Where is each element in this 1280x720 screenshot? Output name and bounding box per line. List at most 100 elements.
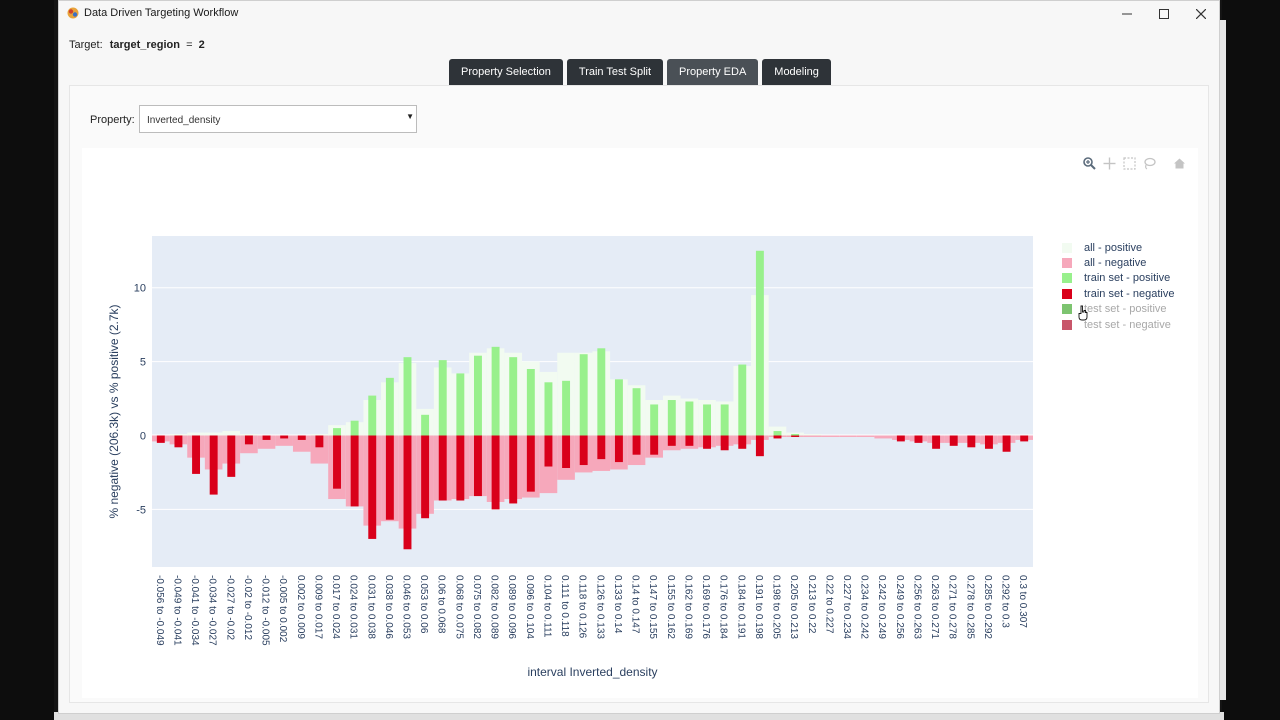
legend-item-train-positive[interactable]: train set - positive <box>1062 271 1175 286</box>
zoom-icon <box>1082 156 1096 170</box>
zoom-button[interactable] <box>1082 156 1096 170</box>
bar-train-set-negative <box>949 435 958 446</box>
x-tick-label: -0.049 to -0.041 <box>171 575 182 646</box>
x-tick-label: 0.096 to 0.104 <box>524 575 535 639</box>
x-tick-label: -0.056 to -0.049 <box>154 575 165 646</box>
bar-train-set-positive <box>632 388 641 436</box>
target-name: target_region <box>109 39 180 51</box>
bar-train-set-negative <box>773 435 782 439</box>
legend-label: test set - negative <box>1084 318 1171 331</box>
bar-train-set-negative <box>262 435 271 440</box>
bar-all-negative <box>856 435 875 437</box>
bar-train-set-positive <box>385 377 394 436</box>
chart-container: -5 0 5 10 -0.056 to -0.049 -0.049 to -0.041 -0… <box>82 148 1198 698</box>
bar-train-set-positive <box>773 431 782 436</box>
bar-train-set-negative <box>1020 435 1029 442</box>
legend-item-all-negative[interactable]: all - negative <box>1062 255 1175 270</box>
x-axis-title: interval Inverted_density <box>527 665 657 679</box>
x-tick-label: 0.126 to 0.133 <box>594 575 605 639</box>
x-tick-label: 0.191 to 0.198 <box>753 575 764 639</box>
window-title: Data Driven Targeting Workflow <box>84 7 239 19</box>
x-tick-label: 0.118 to 0.126 <box>577 575 588 639</box>
bar-train-set-negative <box>227 435 236 477</box>
target-label: Target: <box>69 39 103 51</box>
reset-axes-button[interactable] <box>1172 156 1186 170</box>
lasso-select-icon <box>1143 157 1156 170</box>
legend-item-train-negative[interactable]: train set - negative <box>1062 286 1175 301</box>
title-bar[interactable]: Data Driven Targeting Workflow <box>59 1 1219 27</box>
property-label: Property: <box>90 114 135 126</box>
minimize-icon <box>1122 13 1132 15</box>
x-tick-label: 0.14 to 0.147 <box>630 575 641 634</box>
legend-item-test-positive[interactable]: test set - positive <box>1062 302 1175 317</box>
mouse-cursor-hand-icon <box>1078 305 1088 321</box>
taskbar-edge <box>54 712 1224 720</box>
box-select-button[interactable] <box>1122 156 1136 170</box>
x-tick-label: 0.234 to 0.242 <box>859 575 870 639</box>
bar-train-set-negative <box>984 435 993 449</box>
bar-all-negative <box>803 435 822 437</box>
x-tick-label: 0.285 to 0.292 <box>982 575 993 639</box>
background-window-edge <box>1218 20 1226 700</box>
x-tick-label: -0.012 to -0.005 <box>260 575 271 646</box>
bar-train-set-positive <box>368 395 377 436</box>
bar-train-set-negative <box>297 435 306 440</box>
tab-property-eda[interactable]: Property EDA <box>667 59 759 85</box>
chart-modebar <box>1082 156 1186 170</box>
tab-property-selection[interactable]: Property Selection <box>449 59 563 85</box>
desktop-background-right <box>1222 0 1280 720</box>
bar-train-set-negative <box>438 435 447 501</box>
bar-train-set-negative <box>333 435 341 489</box>
bar-train-set-positive <box>421 414 430 436</box>
x-tick-label: 0.002 to 0.009 <box>295 575 306 639</box>
legend-item-all-positive[interactable]: all - positive <box>1062 240 1175 255</box>
bar-all-positive <box>222 431 241 436</box>
bar-all-positive <box>803 434 822 436</box>
x-tick-label: 0.147 to 0.155 <box>647 575 658 639</box>
legend-label: train set - negative <box>1084 287 1175 300</box>
bar-train-set-negative <box>932 435 941 449</box>
close-button[interactable] <box>1182 1 1220 27</box>
tab-train-test-split[interactable]: Train Test Split <box>566 59 664 85</box>
bar-train-set-positive <box>614 379 623 436</box>
desktop-background-left <box>0 0 54 720</box>
legend-label: all - positive <box>1084 241 1143 254</box>
histogram-chart: -5 0 5 10 -0.056 to -0.049 -0.049 to -0.041 -0… <box>107 236 1033 679</box>
bar-all-positive <box>169 434 188 436</box>
x-tick-label: 0.133 to 0.14 <box>612 575 623 634</box>
lasso-select-button[interactable] <box>1142 156 1156 170</box>
bar-train-set-negative <box>244 435 253 445</box>
x-tick-label: 0.292 to 0.3 <box>1000 575 1011 628</box>
x-tick-label: 0.176 to 0.184 <box>718 575 729 639</box>
x-tick-label: -0.041 to -0.034 <box>189 575 200 646</box>
bar-all-negative <box>839 435 857 437</box>
x-tick-label: -0.005 to 0.002 <box>277 575 288 643</box>
bar-train-set-negative <box>967 435 976 448</box>
target-value: 2 <box>198 39 205 51</box>
property-dropdown[interactable]: Inverted_density ▼ <box>139 105 417 133</box>
bar-train-set-negative <box>738 435 747 449</box>
x-tick-label: 0.009 to 0.017 <box>312 575 323 639</box>
bar-all-negative <box>292 435 311 452</box>
tab-modeling[interactable]: Modeling <box>762 59 831 85</box>
dropdown-arrow-icon: ▼ <box>406 112 414 121</box>
bar-train-set-negative <box>350 435 359 507</box>
bar-train-set-negative <box>632 435 641 455</box>
bar-all-negative <box>275 435 293 446</box>
y-tick-label: 10 <box>134 283 146 295</box>
bar-train-set-negative <box>685 435 694 446</box>
legend-item-test-negative[interactable]: test set - negative <box>1062 317 1175 332</box>
bar-train-set-negative <box>491 435 500 510</box>
bar-train-set-negative <box>385 435 394 520</box>
bar-train-set-positive <box>438 360 447 436</box>
minimize-button[interactable] <box>1108 1 1146 27</box>
bar-train-set-positive <box>667 400 676 436</box>
legend-label: all - negative <box>1084 257 1147 270</box>
maximize-button[interactable] <box>1145 1 1183 27</box>
bar-train-set-positive <box>403 357 412 436</box>
bar-train-set-positive <box>738 364 747 436</box>
pan-icon <box>1103 157 1115 169</box>
x-tick-label: 0.038 to 0.046 <box>383 575 394 639</box>
bar-train-set-negative <box>403 435 412 550</box>
pan-button[interactable] <box>1102 156 1116 170</box>
